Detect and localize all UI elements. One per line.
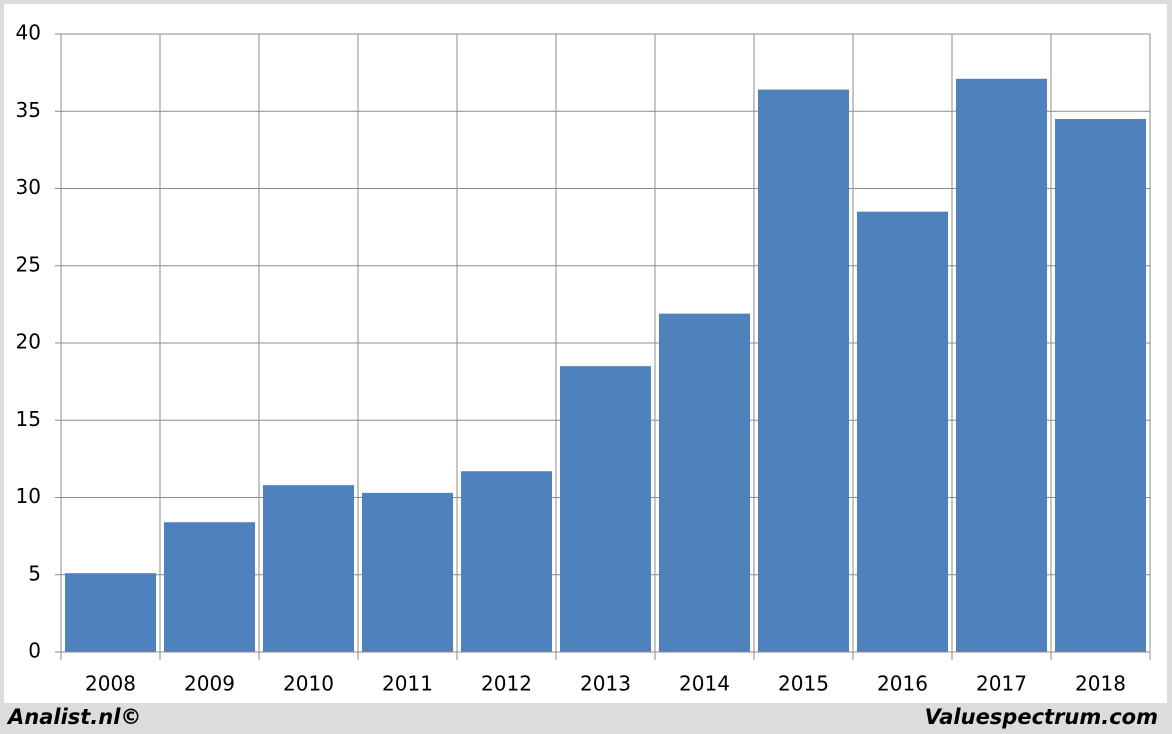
x-tick-label: 2014 — [679, 672, 730, 696]
x-tick-label: 2018 — [1075, 672, 1126, 696]
x-tick-label: 2010 — [283, 672, 334, 696]
y-tick-label: 10 — [16, 484, 41, 508]
y-tick-label: 30 — [16, 175, 41, 199]
bar — [658, 313, 751, 652]
y-tick-label: 20 — [16, 330, 41, 354]
y-tick-label: 25 — [16, 252, 41, 276]
bar — [361, 492, 454, 652]
x-tick-label: 2013 — [580, 672, 631, 696]
bar — [64, 573, 157, 652]
x-tick-label: 2008 — [85, 672, 136, 696]
y-tick-label: 35 — [16, 98, 41, 122]
x-tick-label: 2016 — [877, 672, 928, 696]
y-tick-label: 40 — [16, 21, 41, 45]
y-tick-label: 0 — [28, 639, 41, 663]
y-tick-label: 5 — [28, 561, 41, 585]
bar — [460, 471, 553, 652]
bar — [1054, 118, 1147, 653]
bar — [163, 522, 256, 652]
bar — [757, 89, 850, 653]
x-tick-label: 2015 — [778, 672, 829, 696]
bar — [955, 78, 1048, 653]
footer-left: Analist.nl© — [6, 705, 141, 729]
footer-right: Valuespectrum.com — [925, 705, 1158, 729]
bar — [559, 366, 652, 652]
bar — [856, 211, 949, 653]
x-tick-label: 2011 — [382, 672, 433, 696]
bar — [262, 485, 355, 652]
x-tick-label: 2009 — [184, 672, 235, 696]
x-tick-label: 2012 — [481, 672, 532, 696]
y-tick-label: 15 — [16, 407, 41, 431]
x-tick-label: 2017 — [976, 672, 1027, 696]
